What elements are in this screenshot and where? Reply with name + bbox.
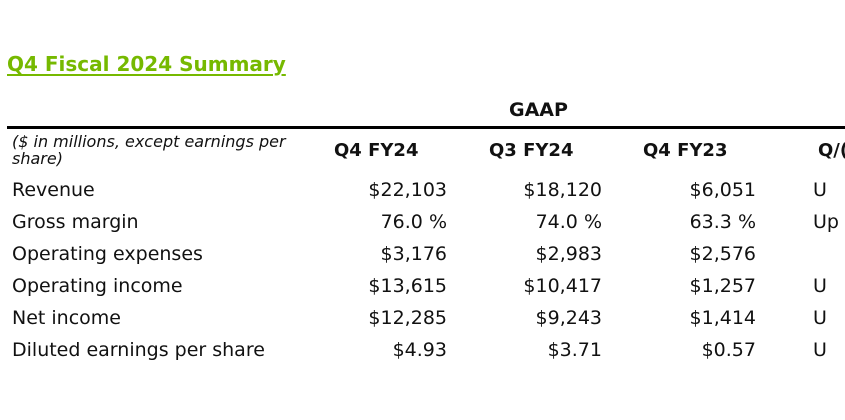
column-header-q4-fy24: Q4 FY24 [334, 140, 419, 161]
row-label: Operating income [12, 275, 183, 297]
table-cell: $1,257 [689, 275, 756, 297]
table-cell: Up [813, 211, 839, 233]
table-cell: $18,120 [523, 179, 602, 201]
table-row-diluted-eps: Diluted earnings per share $4.93 $3.71 $… [0, 336, 845, 368]
table-cell: $6,051 [689, 179, 756, 201]
table-cell: U [813, 307, 827, 329]
table-cell: 63.3 % [689, 211, 756, 233]
row-label: Operating expenses [12, 243, 203, 265]
table-cell: U [813, 179, 827, 201]
table-row-gross-margin: Gross margin 76.0 % 74.0 % 63.3 % Up [0, 208, 845, 240]
row-label: Gross margin [12, 211, 139, 233]
gaap-section-header: GAAP [509, 99, 568, 121]
row-label: Diluted earnings per share [12, 339, 265, 361]
table-row-net-income: Net income $12,285 $9,243 $1,414 U [0, 304, 845, 336]
table-cell: $3.71 [547, 339, 602, 361]
table-cell: $2,983 [535, 243, 602, 265]
summary-title[interactable]: Q4 Fiscal 2024 Summary [7, 52, 286, 76]
header-rule [7, 126, 845, 129]
table-row-operating-expenses: Operating expenses $3,176 $2,983 $2,576 [0, 240, 845, 272]
column-header-q3-fy24: Q3 FY24 [489, 140, 574, 161]
table-cell: $1,414 [689, 307, 756, 329]
table-cell: $12,285 [368, 307, 447, 329]
column-header-q4-fy23: Q4 FY23 [643, 140, 728, 161]
table-cell: U [813, 275, 827, 297]
table-row-revenue: Revenue $22,103 $18,120 $6,051 U [0, 176, 845, 208]
units-label: ($ in millions, except earnings per shar… [12, 132, 286, 168]
table-cell: $2,576 [689, 243, 756, 265]
table-row-operating-income: Operating income $13,615 $10,417 $1,257 … [0, 272, 845, 304]
table-cell: $13,615 [368, 275, 447, 297]
table-cell: 74.0 % [535, 211, 602, 233]
row-label: Revenue [12, 179, 95, 201]
table-cell: 76.0 % [380, 211, 447, 233]
table-cell: $22,103 [368, 179, 447, 201]
table-cell: $4.93 [392, 339, 447, 361]
table-cell: $3,176 [380, 243, 447, 265]
table-cell: U [813, 339, 827, 361]
table-cell: $9,243 [535, 307, 602, 329]
table-cell: $10,417 [523, 275, 602, 297]
row-label: Net income [12, 307, 121, 329]
table-cell: $0.57 [701, 339, 756, 361]
column-header-change: Q/( [818, 140, 845, 161]
